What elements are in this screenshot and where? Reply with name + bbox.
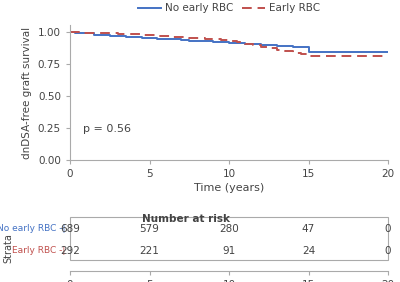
Text: Strata: Strata	[3, 233, 13, 263]
Text: 221: 221	[140, 246, 160, 255]
Text: 24: 24	[302, 246, 315, 255]
X-axis label: Time (years): Time (years)	[194, 183, 264, 193]
Text: 0: 0	[385, 246, 391, 255]
Text: p = 0.56: p = 0.56	[83, 124, 131, 134]
Text: 91: 91	[222, 246, 236, 255]
Text: Early RBC -|: Early RBC -|	[12, 246, 65, 255]
Text: 292: 292	[60, 246, 80, 255]
Legend: No early RBC, Early RBC: No early RBC, Early RBC	[134, 0, 324, 17]
Text: 0: 0	[385, 224, 391, 233]
Text: No early RBC -|: No early RBC -|	[0, 224, 65, 233]
Text: 47: 47	[302, 224, 315, 233]
Y-axis label: dnDSA-free graft survival: dnDSA-free graft survival	[22, 27, 32, 159]
Text: 689: 689	[60, 224, 80, 233]
Text: Number at risk: Number at risk	[142, 214, 230, 224]
Text: 280: 280	[219, 224, 239, 233]
Text: 579: 579	[140, 224, 160, 233]
Bar	[70, 217, 388, 260]
